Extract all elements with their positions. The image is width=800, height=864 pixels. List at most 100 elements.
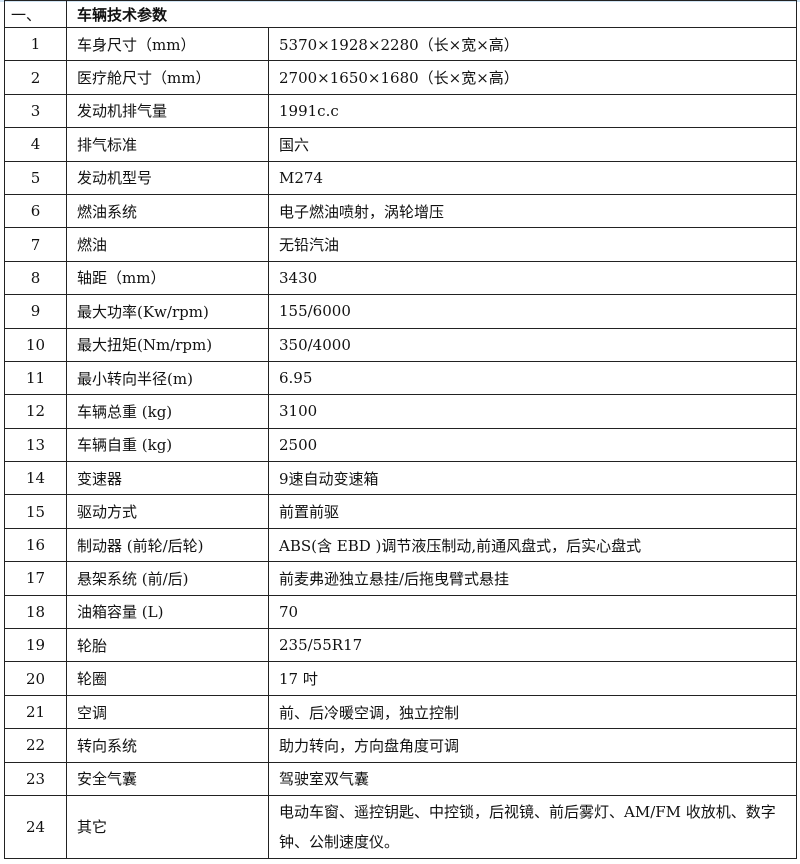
spec-name: 悬架系统 (前/后) [66, 561, 269, 596]
table-row: 11 最小转向半径(m) 6.95 [4, 360, 798, 396]
table-row: 23 安全气囊 驾驶室双气囊 [4, 761, 798, 796]
spec-name: 车辆总重 (kg) [66, 394, 269, 429]
table-row: 17 悬架系统 (前/后) 前麦弗逊独立悬挂/后拖曳臂式悬挂 [4, 561, 798, 596]
section-number: 一、 [4, 0, 67, 28]
table-row: 16 制动器 (前轮/后轮) ABS(含 EBD )调节液压制动,前通风盘式，后实心… [4, 527, 798, 563]
table-row: 7 燃油 无铅汽油 [4, 227, 798, 262]
table-row: 2 医疗舱尺寸（mm） 2700×1650×1680（长×宽×高） [4, 60, 798, 95]
table-row: 24 其它 电动车窗、遥控钥匙、中控锁，后视镜、前后雾灯、AM/FM 收放机、数字钟… [4, 794, 798, 859]
section-title: 车辆技术参数 [65, 0, 798, 28]
row-number: 6 [4, 193, 67, 229]
row-number: 1 [4, 26, 67, 62]
row-number: 7 [4, 227, 67, 262]
table-row: 9 最大功率(Kw/rpm) 155/6000 [4, 294, 798, 329]
row-number: 12 [4, 394, 67, 429]
spec-name: 轴距（mm） [66, 260, 269, 296]
spec-value: 2700×1650×1680（长×宽×高） [267, 60, 798, 95]
spec-name: 最小转向半径(m) [66, 360, 269, 396]
row-number: 15 [4, 494, 67, 529]
spec-value: 235/55R17 [267, 628, 798, 663]
row-number: 11 [4, 360, 67, 396]
spec-value: 2500 [267, 427, 798, 463]
row-number: 22 [4, 728, 67, 763]
spec-value: 前、后冷暖空调，独立控制 [267, 694, 798, 730]
table-row: 6 燃油系统 电子燃油喷射，涡轮增压 [4, 193, 798, 229]
table-row: 14 变速器 9速自动变速箱 [4, 461, 798, 496]
spec-name: 燃油 [66, 227, 269, 262]
spec-name: 发动机排气量 [66, 93, 269, 129]
spec-value: 3100 [267, 394, 798, 429]
row-number: 16 [4, 527, 67, 563]
spec-name: 燃油系统 [66, 193, 269, 229]
vehicle-spec-table: 一、 车辆技术参数 1 车身尺寸（mm） 5370×1928×2280（长×宽×高）… [4, 0, 798, 859]
table-row: 21 空调 前、后冷暖空调，独立控制 [4, 694, 798, 730]
spec-value: 3430 [267, 260, 798, 296]
row-number: 17 [4, 561, 67, 596]
spec-value: M274 [267, 160, 798, 195]
row-number: 4 [4, 127, 67, 162]
spec-value: 1991c.c [267, 93, 798, 129]
spec-value: 9速自动变速箱 [267, 461, 798, 496]
spec-name: 驱动方式 [66, 494, 269, 529]
row-number: 9 [4, 294, 67, 329]
table-row: 3 发动机排气量 1991c.c [4, 93, 798, 129]
spec-value: 国六 [267, 127, 798, 162]
table-row: 5 发动机型号 M274 [4, 160, 798, 195]
table-row: 12 车辆总重 (kg) 3100 [4, 394, 798, 429]
spec-value: 电动车窗、遥控钥匙、中控锁，后视镜、前后雾灯、AM/FM 收放机、数字钟、公制速… [267, 794, 798, 859]
row-number: 19 [4, 628, 67, 663]
spec-name: 最大扭矩(Nm/rpm) [66, 327, 269, 362]
spec-value: 17 吋 [267, 661, 798, 696]
spec-name: 变速器 [66, 461, 269, 496]
spec-value: 350/4000 [267, 327, 798, 362]
row-number: 14 [4, 461, 67, 496]
spec-value: 助力转向，方向盘角度可调 [267, 728, 798, 763]
table-row: 22 转向系统 助力转向，方向盘角度可调 [4, 728, 798, 763]
spec-name: 车辆自重 (kg) [66, 427, 269, 463]
spec-name: 制动器 (前轮/后轮) [66, 527, 269, 563]
spec-name: 油箱容量 (L) [66, 594, 269, 630]
row-number: 3 [4, 93, 67, 129]
spec-value: 5370×1928×2280（长×宽×高） [267, 26, 798, 62]
spec-name: 安全气囊 [66, 761, 269, 796]
row-number: 23 [4, 761, 67, 796]
row-number: 13 [4, 427, 67, 463]
table-row: 13 车辆自重 (kg) 2500 [4, 427, 798, 463]
row-number: 2 [4, 60, 67, 95]
table-row: 1 车身尺寸（mm） 5370×1928×2280（长×宽×高） [4, 26, 798, 62]
row-number: 21 [4, 694, 67, 730]
row-number: 24 [4, 794, 67, 859]
spec-value: 70 [267, 594, 798, 630]
spec-name: 空调 [66, 694, 269, 730]
table-row: 8 轴距（mm） 3430 [4, 260, 798, 296]
row-number: 5 [4, 160, 67, 195]
spec-name: 转向系统 [66, 728, 269, 763]
table-row: 20 轮圈 17 吋 [4, 661, 798, 696]
spec-name: 其它 [66, 794, 269, 859]
table-row: 19 轮胎 235/55R17 [4, 628, 798, 663]
row-number: 10 [4, 327, 67, 362]
row-number: 18 [4, 594, 67, 630]
spec-name: 车身尺寸（mm） [66, 26, 269, 62]
row-number: 8 [4, 260, 67, 296]
spec-name: 轮圈 [66, 661, 269, 696]
spec-value: 155/6000 [267, 294, 798, 329]
spec-value: 前置前驱 [267, 494, 798, 529]
spec-value: 前麦弗逊独立悬挂/后拖曳臂式悬挂 [267, 561, 798, 596]
table-row: 18 油箱容量 (L) 70 [4, 594, 798, 630]
spec-value: 6.95 [267, 360, 798, 396]
spec-name: 医疗舱尺寸（mm） [66, 60, 269, 95]
spec-value: 电子燃油喷射，涡轮增压 [267, 193, 798, 229]
table-row: 10 最大扭矩(Nm/rpm) 350/4000 [4, 327, 798, 362]
section-header-row: 一、 车辆技术参数 [4, 0, 798, 28]
table-row: 4 排气标准 国六 [4, 127, 798, 162]
spec-name: 轮胎 [66, 628, 269, 663]
spec-name: 发动机型号 [66, 160, 269, 195]
row-number: 20 [4, 661, 67, 696]
spec-value: 驾驶室双气囊 [267, 761, 798, 796]
spec-name: 最大功率(Kw/rpm) [66, 294, 269, 329]
spec-name: 排气标准 [66, 127, 269, 162]
table-row: 15 驱动方式 前置前驱 [4, 494, 798, 529]
spec-value: ABS(含 EBD )调节液压制动,前通风盘式，后实心盘式 [267, 527, 798, 563]
spec-value: 无铅汽油 [267, 227, 798, 262]
